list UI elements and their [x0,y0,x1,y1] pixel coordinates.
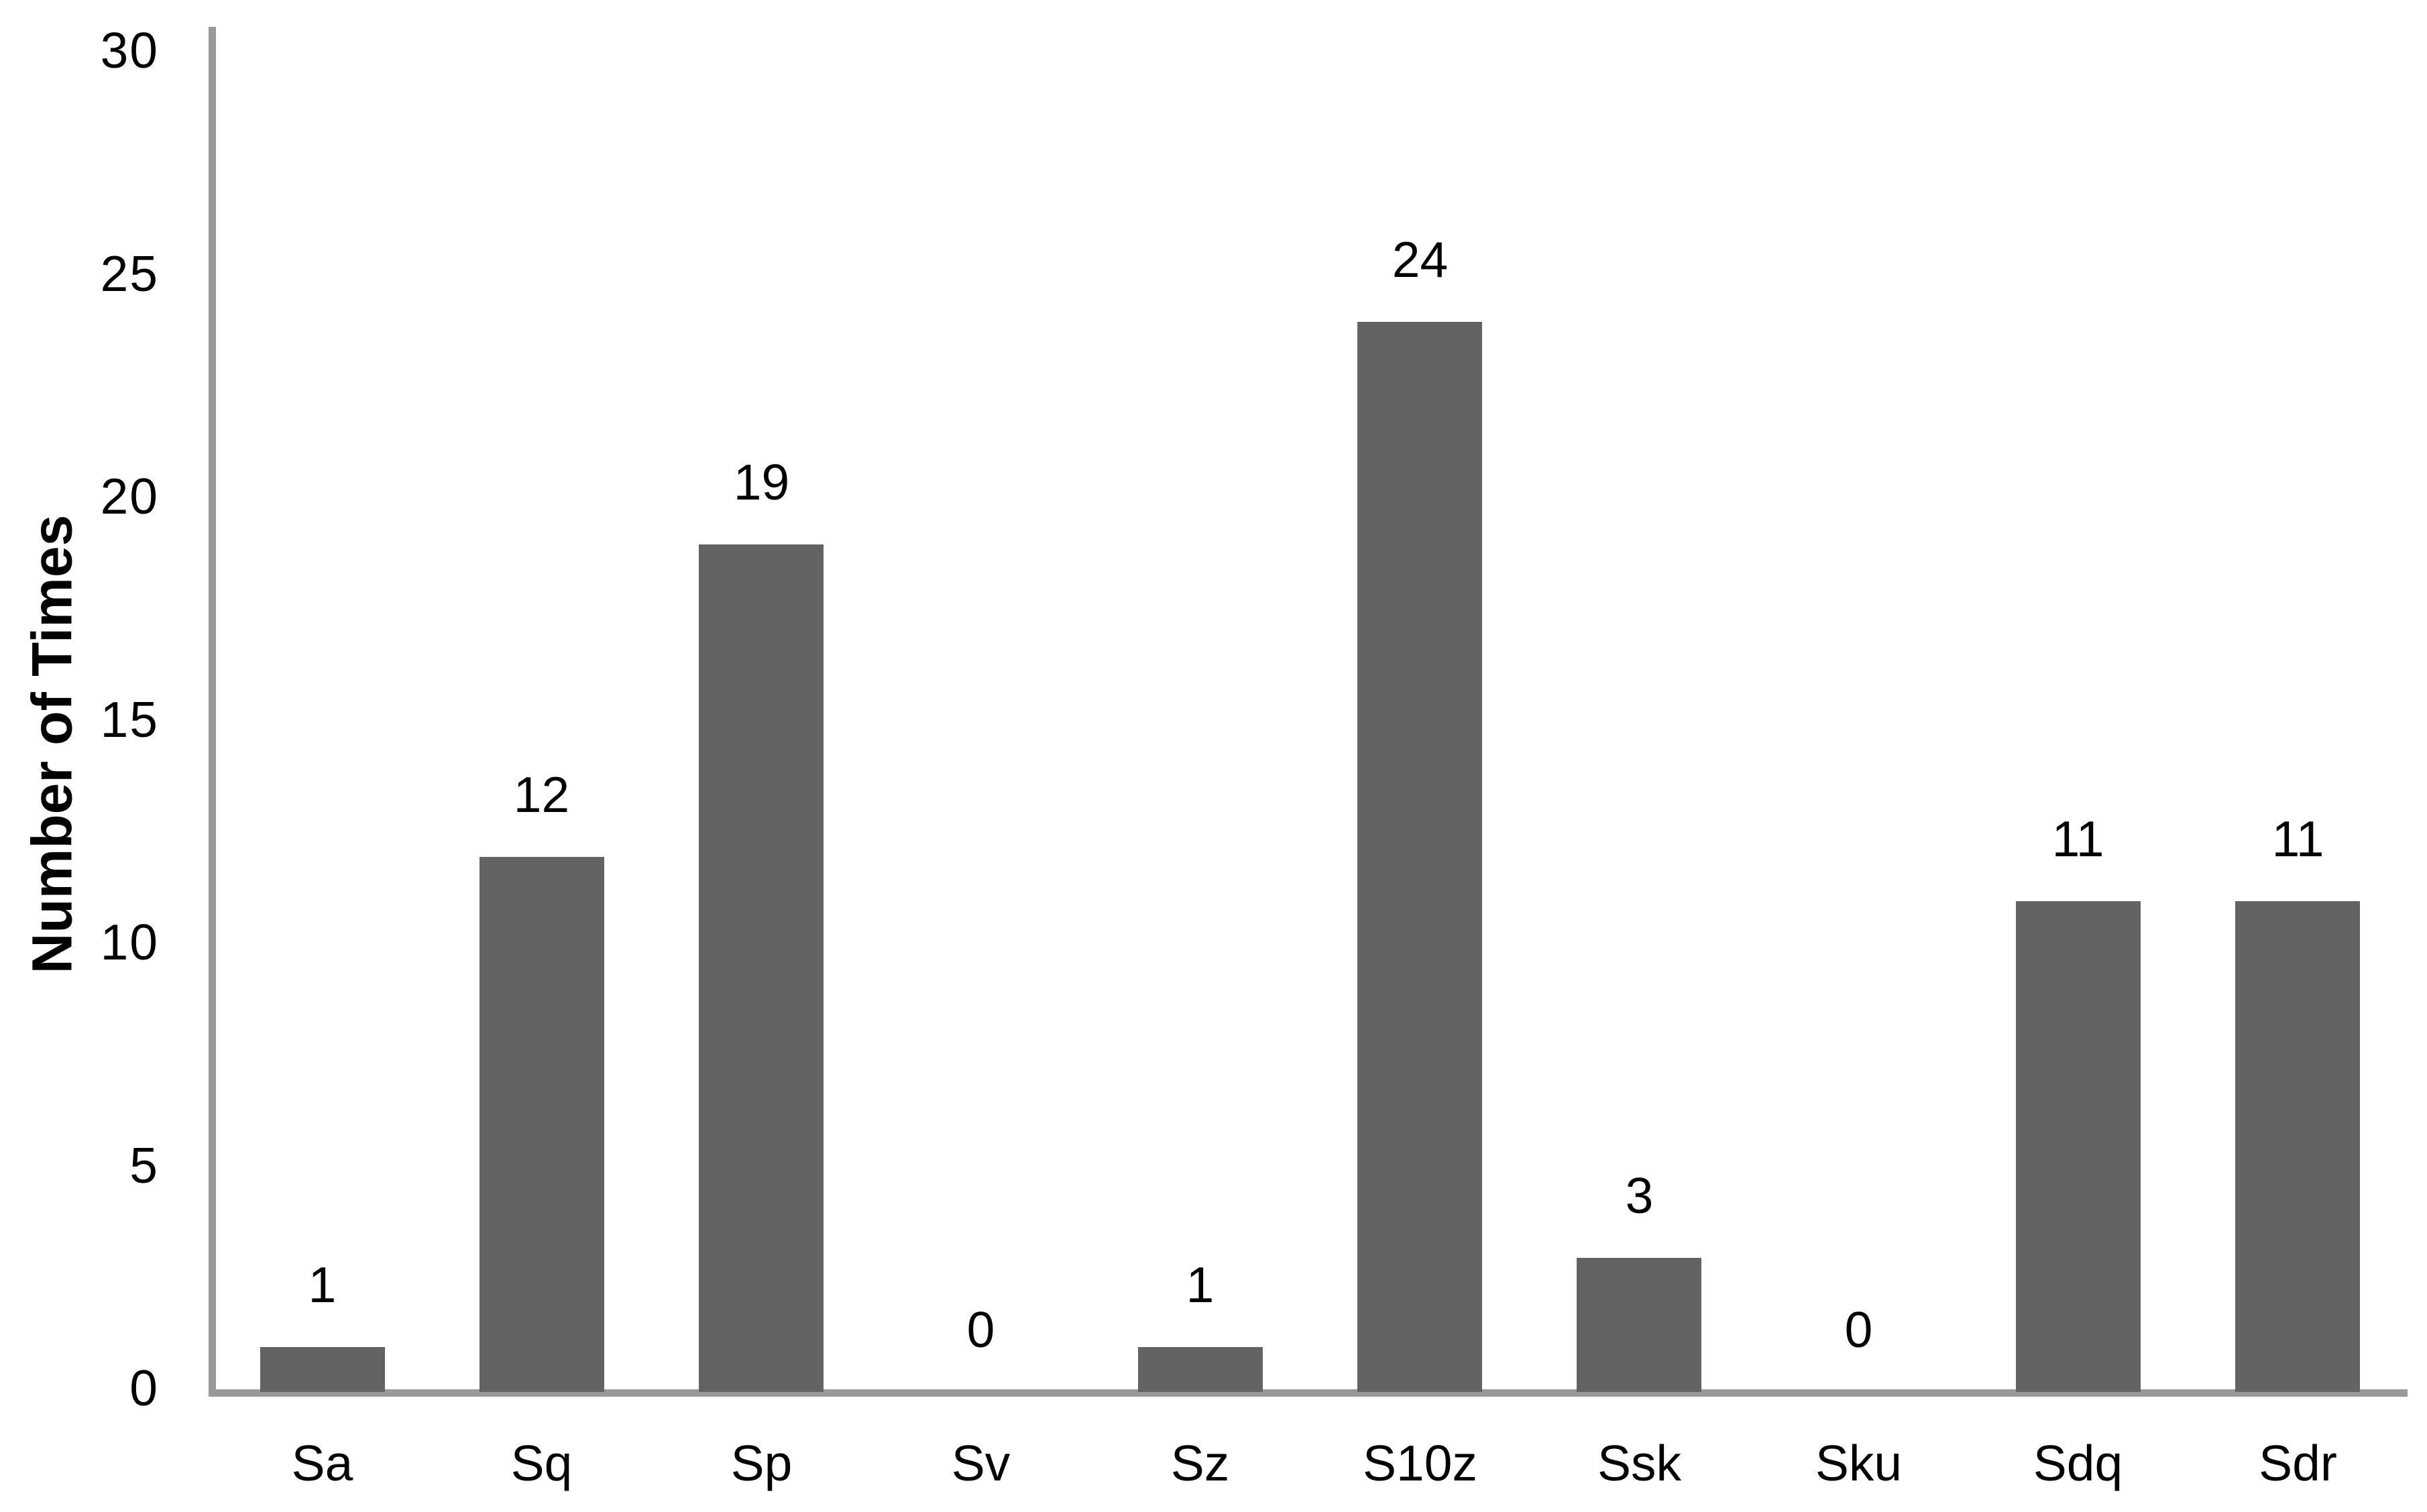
bar-value-label: 24 [1392,231,1449,288]
category-label-Sv: Sv [951,1435,1011,1491]
bar-value-label: 0 [1844,1301,1873,1358]
bar-Sz [1138,1347,1263,1392]
bar-Sdr [2235,901,2360,1392]
bar-value-label: 3 [1625,1167,1654,1224]
bar-value-label: 0 [966,1301,995,1358]
y-axis-tick-label: 5 [129,1137,159,1194]
bar-Sq [479,857,604,1392]
y-axis-tick-label: 0 [129,1360,159,1416]
bar-Sdq [2016,901,2141,1392]
category-label-Sdq: Sdq [2033,1435,2123,1491]
y-axis-tick-label: 15 [100,691,159,748]
bar-value-label: 12 [513,766,570,823]
bar-S10z [1357,322,1482,1392]
bar-value-label: 19 [733,454,790,510]
bar-Sa [260,1347,385,1392]
y-axis-line [209,27,216,1397]
category-label-Sa: Sa [291,1435,353,1491]
bar-value-label: 1 [308,1257,337,1313]
category-label-Sp: Sp [730,1435,793,1491]
y-axis-tick-label: 20 [100,468,159,524]
category-label-Sdr: Sdr [2259,1435,2337,1491]
category-label-Sku: Sku [1815,1435,1903,1491]
y-axis-tick-label: 30 [100,22,159,78]
bar-value-label: 11 [2271,811,2324,867]
y-axis-tick-label: 25 [100,245,159,302]
category-label-Sq: Sq [510,1435,573,1491]
bar-value-label: 11 [2051,811,2104,867]
bar-Sp [699,544,824,1392]
bar-Ssk [1577,1258,1701,1392]
category-label-Sz: Sz [1170,1435,1230,1491]
category-label-Ssk: Ssk [1597,1435,1682,1491]
y-axis-tick-label: 10 [100,914,159,970]
category-label-S10z: S10z [1363,1435,1477,1491]
x-axis-line [209,1389,2408,1397]
bar-value-label: 1 [1186,1257,1215,1313]
